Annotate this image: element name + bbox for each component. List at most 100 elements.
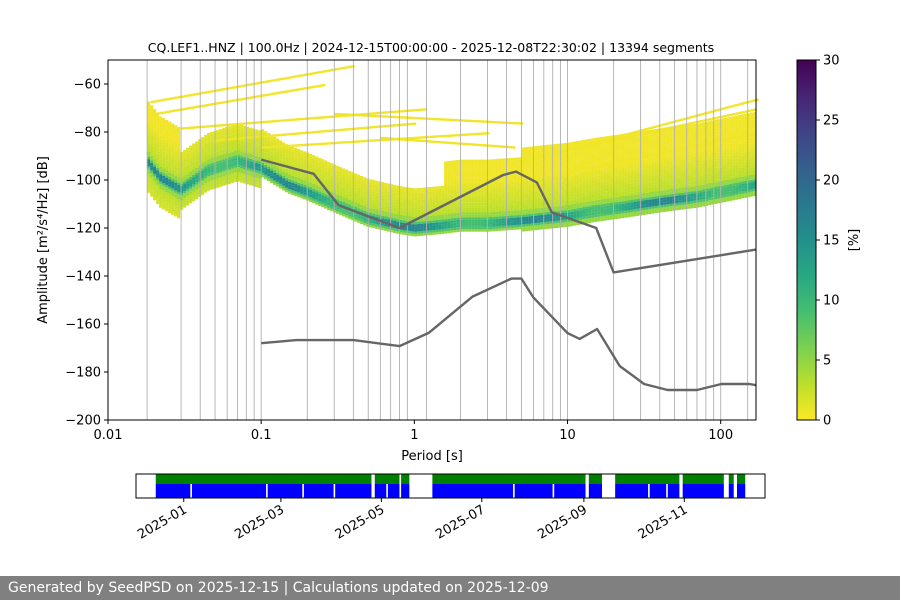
- heatmap-cell: [396, 212, 400, 215]
- heatmap-cell: [495, 192, 499, 196]
- heatmap-cell: [516, 162, 520, 165]
- heatmap-cell: [528, 170, 532, 174]
- heatmap-cell: [678, 176, 682, 179]
- heatmap-cell: [666, 153, 670, 157]
- heatmap-cell: [489, 212, 493, 215]
- heatmap-cell: [435, 198, 439, 201]
- heatmap-cell: [576, 213, 580, 216]
- heatmap-cell: [495, 211, 499, 215]
- heatmap-cell: [555, 194, 559, 197]
- heatmap-cell: [678, 133, 682, 136]
- heatmap-cell: [336, 173, 340, 176]
- heatmap-cell: [654, 169, 658, 173]
- heatmap-cell: [540, 176, 544, 180]
- heatmap-cell: [426, 199, 430, 202]
- heatmap-cell: [147, 144, 151, 148]
- heatmap-cell: [489, 166, 493, 170]
- heatmap-cell: [528, 156, 532, 159]
- heatmap-cell: [261, 141, 265, 144]
- heatmap-cell: [549, 149, 553, 152]
- heatmap-cell: [396, 224, 400, 227]
- heatmap-cell: [492, 173, 496, 177]
- heatmap-cell: [183, 152, 187, 155]
- heatmap-cell: [447, 194, 451, 198]
- heatmap-cell: [582, 173, 586, 176]
- heatmap-cell: [651, 151, 655, 154]
- heatmap-cell: [471, 162, 475, 165]
- heatmap-cell: [309, 192, 313, 195]
- heatmap-cell: [312, 186, 316, 189]
- heatmap-cell: [474, 169, 478, 172]
- heatmap-cell: [666, 177, 670, 181]
- heatmap-cell: [177, 165, 181, 168]
- heatmap-cell: [462, 217, 466, 220]
- heatmap-cell: [282, 188, 286, 191]
- heatmap-cell: [471, 210, 475, 213]
- heatmap-cell: [381, 203, 385, 207]
- heatmap-cell: [180, 180, 184, 184]
- heatmap-cell: [156, 115, 160, 118]
- heatmap-cell: [222, 161, 226, 165]
- heatmap-cell: [588, 160, 592, 163]
- heatmap-cell: [186, 203, 190, 206]
- heatmap-cell: [264, 176, 268, 180]
- heatmap-cell: [171, 195, 175, 198]
- heatmap-cell: [348, 180, 352, 183]
- heatmap-cell: [672, 131, 676, 134]
- heatmap-cell: [504, 227, 508, 231]
- heatmap-cell: [636, 143, 640, 147]
- heatmap-cell: [417, 192, 421, 196]
- heatmap-cell: [168, 191, 172, 194]
- heatmap-cell: [330, 165, 334, 169]
- heatmap-cell: [546, 224, 550, 227]
- heatmap-cell: [414, 214, 418, 218]
- heatmap-cell: [516, 164, 520, 168]
- heatmap-cell: [480, 217, 484, 220]
- heatmap-cell: [393, 206, 397, 209]
- heatmap-cell: [489, 190, 493, 194]
- heatmap-cell: [183, 176, 187, 179]
- heatmap-cell: [297, 151, 301, 154]
- heatmap-cell: [291, 187, 295, 191]
- heatmap-cell: [540, 205, 544, 208]
- heatmap-cell: [681, 130, 685, 133]
- heatmap-cell: [372, 180, 376, 183]
- heatmap-cell: [153, 125, 157, 129]
- heatmap-cell: [510, 213, 514, 216]
- heatmap-cell: [219, 172, 223, 175]
- heatmap-cell: [537, 177, 541, 180]
- heatmap-cell: [504, 177, 508, 180]
- heatmap-cell: [354, 207, 358, 210]
- heatmap-cell: [672, 198, 676, 202]
- heatmap-cell: [501, 158, 505, 161]
- heatmap-cell: [462, 162, 466, 165]
- heatmap-cell: [627, 202, 631, 206]
- heatmap-cell: [531, 218, 535, 221]
- heatmap-cell: [609, 178, 613, 182]
- heatmap-cell: [615, 168, 619, 171]
- heatmap-cell: [501, 180, 505, 183]
- heatmap-cell: [441, 190, 445, 194]
- heatmap-cell: [684, 129, 688, 133]
- heatmap-cell: [528, 180, 532, 183]
- heatmap-cell: [189, 186, 193, 189]
- heatmap-cell: [150, 122, 154, 125]
- heatmap-cell: [174, 158, 178, 162]
- heatmap-cell: [582, 168, 586, 172]
- heatmap-cell: [489, 202, 493, 206]
- heatmap-cell: [636, 148, 640, 152]
- heatmap-cell: [384, 202, 388, 205]
- heatmap-cell: [435, 232, 439, 235]
- heatmap-cell: [417, 207, 421, 210]
- heatmap-cell: [585, 168, 589, 171]
- heatmap-cell: [552, 209, 556, 212]
- heatmap-cell: [243, 130, 247, 134]
- heatmap-cell: [540, 150, 544, 153]
- heatmap-cell: [453, 177, 457, 180]
- heatmap-cell: [600, 175, 604, 178]
- heatmap-cell: [375, 223, 379, 227]
- heatmap-cell: [591, 174, 595, 177]
- heatmap-cell: [546, 178, 550, 181]
- heatmap-cell: [534, 174, 538, 178]
- heatmap-cell: [522, 209, 526, 213]
